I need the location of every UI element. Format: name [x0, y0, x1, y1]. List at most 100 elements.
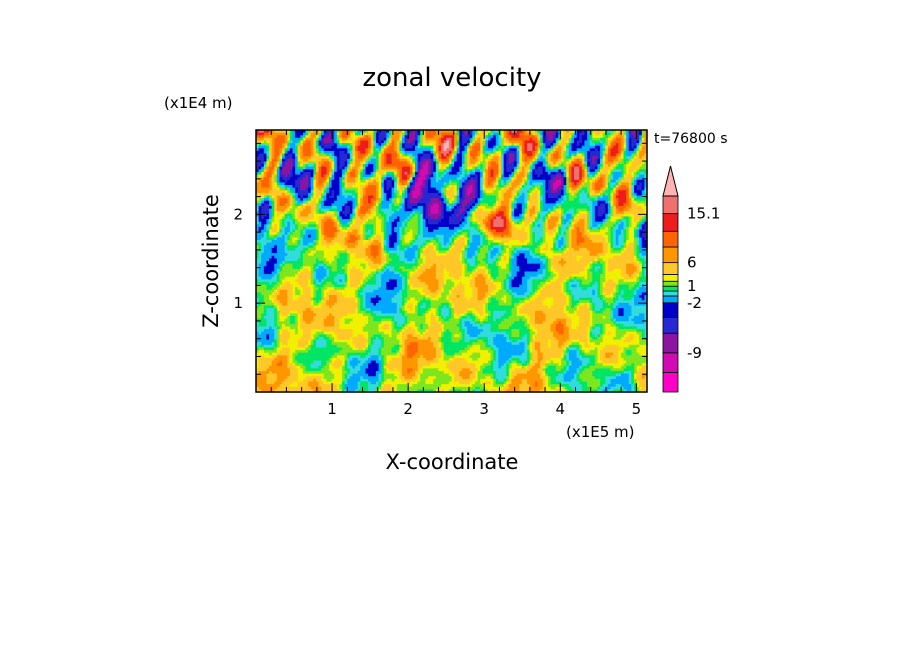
- field-cell: [555, 190, 559, 194]
- field-cell: [342, 177, 346, 181]
- field-cell: [456, 195, 460, 199]
- field-cell: [386, 187, 390, 191]
- field-cell: [263, 164, 268, 168]
- field-cell: [276, 203, 281, 207]
- field-cell: [295, 156, 299, 160]
- field-cell: [266, 132, 270, 136]
- field-cell: [469, 179, 473, 183]
- field-cell: [279, 179, 283, 183]
- field-cell: [360, 132, 364, 136]
- field-cell: [282, 158, 286, 163]
- field-cell: [381, 198, 385, 202]
- field-cell: [584, 145, 588, 149]
- field-cell: [584, 174, 588, 178]
- field-cell: [435, 182, 440, 186]
- field-cell: [579, 150, 583, 155]
- field-cell: [258, 211, 262, 215]
- field-cell: [328, 213, 333, 218]
- field-cell: [511, 192, 515, 197]
- field-cell: [339, 213, 343, 218]
- field-cell: [613, 177, 617, 181]
- field-cell: [438, 169, 442, 173]
- field-cell: [349, 192, 354, 197]
- field-cell: [378, 192, 382, 197]
- field-cell: [315, 216, 320, 220]
- field-cell: [498, 205, 502, 210]
- field-cell: [404, 130, 408, 134]
- field-cell: [323, 143, 327, 147]
- field-cell: [284, 156, 288, 160]
- field-cell: [328, 171, 333, 176]
- field-cell: [574, 200, 578, 204]
- field-cell: [323, 130, 327, 134]
- field-cell: [618, 137, 622, 142]
- field-cell: [581, 169, 586, 173]
- field-cell: [641, 182, 645, 186]
- field-cell: [297, 161, 301, 165]
- field-cell: [498, 156, 502, 160]
- field-cell: [529, 164, 533, 168]
- field-cell: [297, 216, 301, 220]
- field-cell: [383, 211, 387, 215]
- field-cell: [300, 158, 304, 163]
- field-cell: [302, 164, 307, 168]
- field-cell: [443, 192, 447, 197]
- field-cell: [370, 132, 374, 136]
- field-cell: [266, 145, 270, 149]
- field-cell: [636, 211, 640, 215]
- field-cell: [415, 198, 419, 202]
- field-cell: [495, 203, 500, 207]
- field-cell: [435, 161, 440, 165]
- field-cell: [256, 174, 260, 178]
- field-cell: [355, 177, 359, 181]
- field-cell: [524, 150, 528, 155]
- field-cell: [438, 166, 442, 170]
- field-cell: [289, 182, 294, 186]
- field-cell: [493, 198, 497, 202]
- field-cell: [480, 205, 484, 210]
- field-cell: [305, 182, 309, 186]
- field-cell: [302, 216, 307, 220]
- field-cell: [422, 156, 427, 160]
- field-cell: [571, 164, 575, 168]
- field-cell: [498, 158, 502, 163]
- field-cell: [490, 145, 494, 149]
- field-cell: [584, 211, 588, 215]
- field-cell: [305, 205, 309, 210]
- field-cell: [566, 192, 570, 197]
- field-cell: [558, 169, 562, 173]
- field-cell: [428, 158, 432, 163]
- field-cell: [394, 145, 398, 149]
- field-cell: [644, 169, 648, 173]
- field-cell: [417, 187, 421, 191]
- field-cell: [459, 164, 463, 168]
- field-cell: [357, 143, 361, 147]
- field-cell: [282, 203, 286, 207]
- field-cell: [352, 143, 356, 147]
- field-cell: [519, 140, 523, 144]
- field-cell: [344, 148, 348, 152]
- field-cell: [550, 132, 554, 136]
- field-cell: [313, 137, 317, 142]
- field-cell: [399, 153, 403, 157]
- field-cell: [461, 158, 466, 163]
- field-cell: [553, 192, 557, 197]
- field-cell: [344, 179, 348, 183]
- field-cell: [282, 208, 286, 212]
- field-cell: [485, 161, 489, 165]
- field-cell: [433, 185, 437, 189]
- field-cell: [321, 208, 325, 212]
- field-cell: [589, 166, 593, 170]
- field-cell: [532, 203, 536, 207]
- field-cell: [477, 156, 481, 160]
- field-cell: [258, 179, 262, 183]
- field-cell: [271, 153, 275, 157]
- field-cell: [623, 148, 627, 152]
- field-cell: [349, 132, 354, 136]
- field-cell: [485, 164, 489, 168]
- field-cell: [396, 190, 400, 194]
- field-cell: [574, 143, 578, 147]
- field-cell: [600, 166, 604, 170]
- field-cell: [571, 145, 575, 149]
- field-cell: [584, 150, 588, 155]
